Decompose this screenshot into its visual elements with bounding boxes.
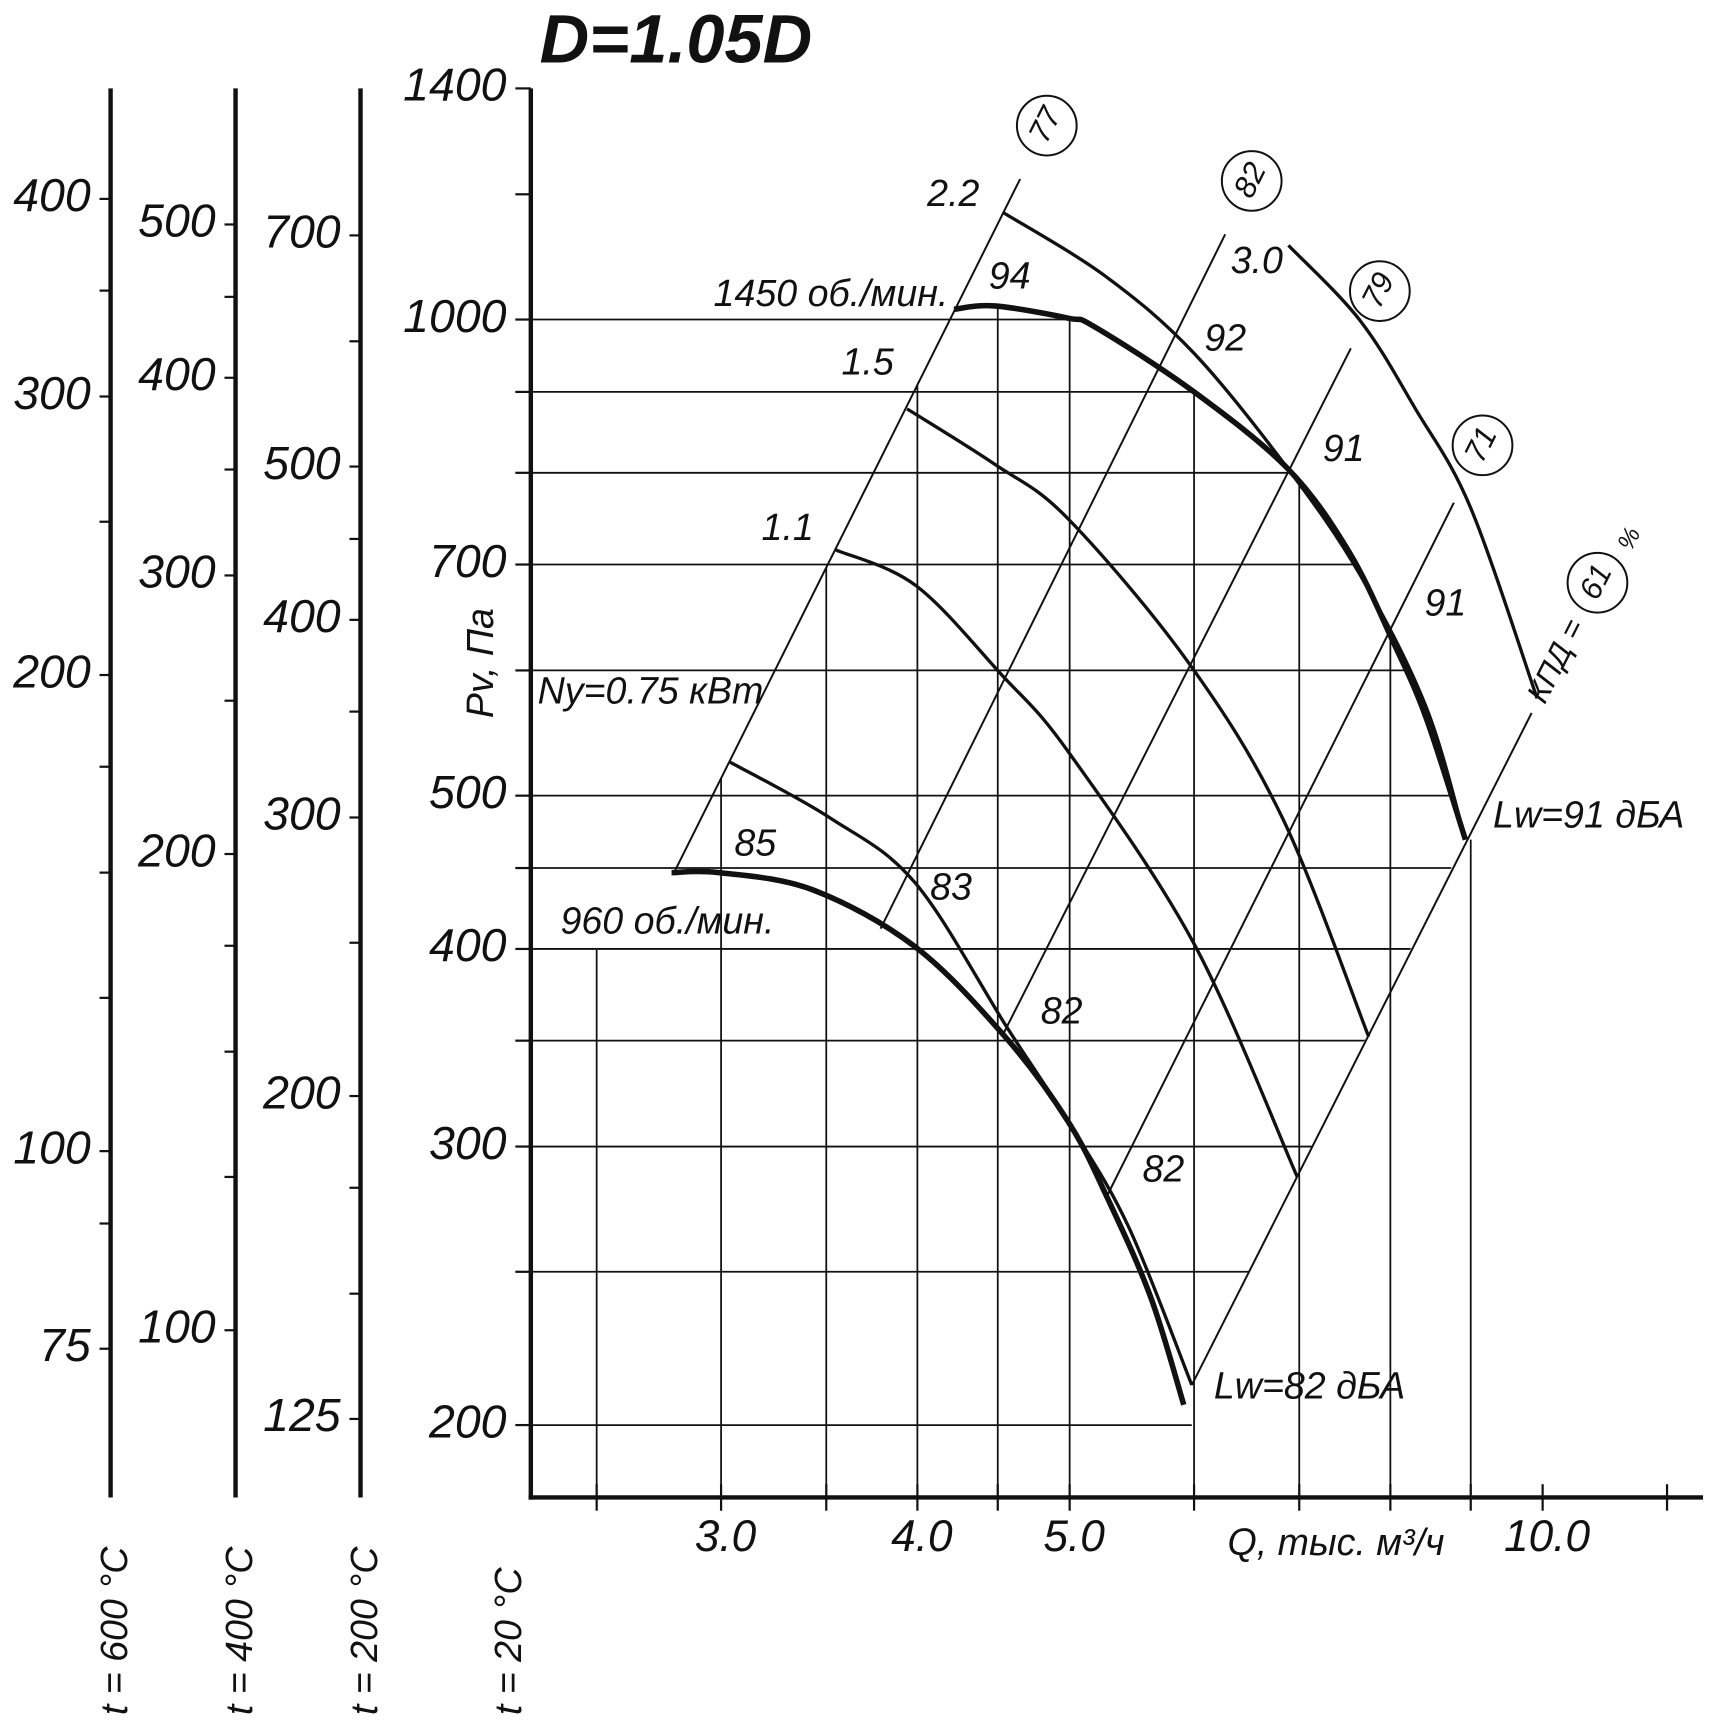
scale-tick-label: 400 [13,169,91,221]
scale-label: t = 600 °C [93,1546,135,1715]
power-curve [835,548,1299,1178]
power-label: 2.2 [926,172,979,214]
scale-tick-label: 100 [138,1301,216,1353]
scale-tick-label: 400 [138,348,216,400]
y-axis-label: Pv, Па [459,608,501,718]
x-tick-label: 10.0 [1504,1512,1590,1561]
fan-curve [671,868,1187,1406]
power-label: Ny=0.75 кВт [538,670,764,712]
y-tick-label: 700 [429,535,507,587]
y-tick-label: 300 [429,1117,507,1169]
y-tick-label: 1400 [403,59,506,111]
kpd-unit: % [1613,523,1647,554]
power-curve [906,407,1371,1038]
scale-tick-label: 700 [263,206,341,258]
noise-annotation: 82 [1041,989,1083,1031]
efficiency-line [879,233,1227,930]
efficiency-line [1002,347,1352,1034]
efficiency-line [1190,712,1533,1386]
efficiency-marker [1015,94,1078,157]
x-tick-label: 5.0 [1043,1512,1105,1561]
efficiency-line [1104,502,1455,1200]
scale-tick-label: 300 [263,788,341,840]
efficiency-marker [1220,150,1283,212]
chart-title: D=1.05D [540,0,812,77]
speed-label: 1450 об./мин. [714,272,949,314]
power-label: 3.0 [1231,239,1283,281]
scale-tick-label: 75 [39,1319,91,1371]
scale-tick-label: 500 [138,195,216,247]
efficiency-marker [1451,414,1514,477]
efficiency-marker [1566,551,1629,614]
scale-tick-label: 200 [12,645,91,697]
noise-annotation: 94 [989,254,1031,296]
noise-level-label: Lw=91 дБА [1493,793,1684,835]
y-tick-label: 500 [429,766,507,818]
scale-label: t = 200 °C [343,1546,385,1715]
kpd-label: КПД = [1520,613,1591,708]
noise-annotation: 91 [1323,427,1365,469]
x-axis-label: Q, тыс. м³/ч [1228,1521,1445,1563]
scale-tick-label: 200 [262,1066,341,1118]
power-label: 1.1 [762,506,814,548]
efficiency-marker [1348,260,1411,322]
scale-tick-label: 125 [263,1389,341,1441]
y-tick-label: 400 [429,919,507,971]
x-tick-label: 4.0 [891,1512,953,1561]
y-tick-label: 200 [428,1395,507,1447]
scale-tick-label: 300 [13,367,91,419]
power-curve [1287,244,1539,700]
noise-level-label: Lw=82 дБА [1214,1364,1405,1406]
noise-annotation: 83 [930,866,972,908]
noise-annotation: 82 [1142,1147,1184,1189]
x-tick-label: 3.0 [695,1512,757,1561]
speed-label: 960 об./мин. [560,899,774,941]
noise-annotation: 91 [1424,582,1466,624]
noise-annotation: 85 [734,821,776,863]
noise-annotation: 92 [1204,316,1246,358]
scale-label: t = 400 °C [218,1546,260,1715]
y-tick-label: 1000 [403,290,506,342]
power-label: 1.5 [842,341,894,383]
scale-tick-label: 500 [263,437,341,489]
fan-curve [953,302,1469,841]
scale-tick-label: 300 [138,546,216,598]
power-curve [729,760,1194,1386]
scale-tick-label: 200 [137,824,216,876]
efficiency-line [673,178,1022,874]
temperature-label: t = 20 °C [487,1567,529,1715]
scale-tick-label: 400 [263,590,341,642]
scale-tick-label: 100 [13,1121,91,1173]
